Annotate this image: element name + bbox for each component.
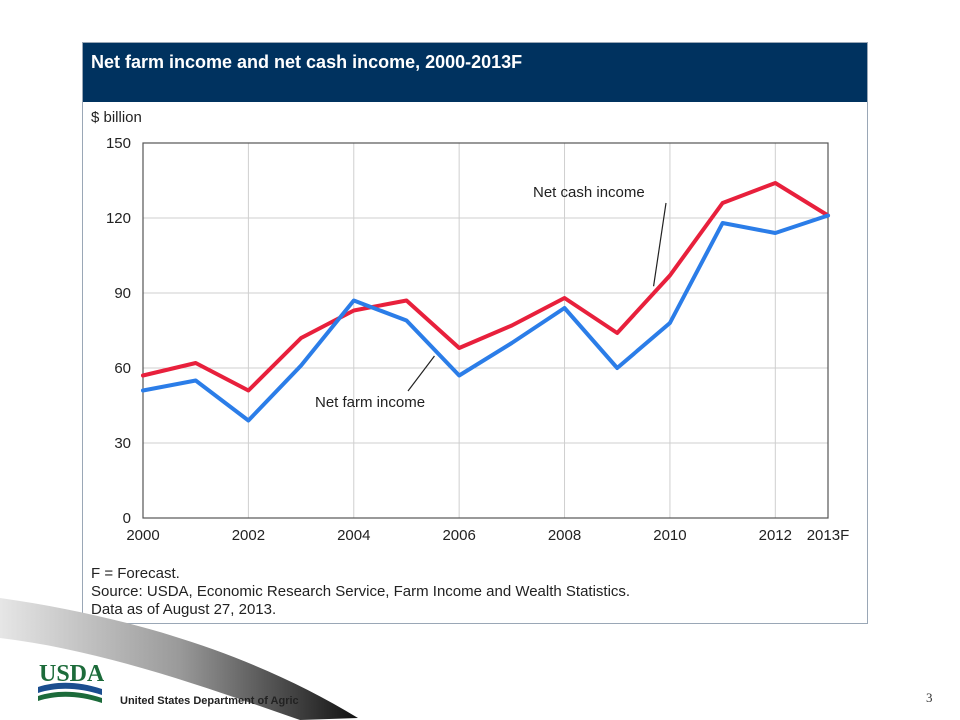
x-tick-label: 2010 xyxy=(653,527,686,544)
forecast-note: F = Forecast. xyxy=(91,565,180,582)
net-farm-income-leader-line xyxy=(407,355,435,392)
data-date-note: Data as of August 27, 2013. xyxy=(91,601,277,618)
x-tick-labels: 2000 2002 2004 2006 2008 2010 2012 2013F xyxy=(126,527,849,544)
y-tick-label: 30 xyxy=(114,435,131,452)
chart-title-bar: Net farm income and net cash income, 200… xyxy=(83,43,867,102)
x-tick-label: 2013F xyxy=(807,527,850,544)
y-tick-label: 90 xyxy=(114,285,131,302)
net-farm-income-label: Net farm income xyxy=(315,394,425,411)
chart-plot: $ billion 0 30 60 90 120 150 2000 2002 2004 2006… xyxy=(91,109,849,544)
decorative-swoosh xyxy=(0,598,358,720)
y-tick-label: 120 xyxy=(106,210,131,227)
usda-logo: USDA xyxy=(38,661,104,703)
x-tick-label: 2006 xyxy=(442,527,475,544)
svg-text:USDA: USDA xyxy=(39,661,104,687)
chart-title: Net farm income and net cash income, 200… xyxy=(91,52,523,72)
plot-area-border xyxy=(142,142,829,519)
net-cash-income-label: Net cash income xyxy=(533,184,645,201)
net-cash-income-leader-line xyxy=(652,202,667,287)
series-lines xyxy=(141,181,830,423)
x-tick-label: 2012 xyxy=(759,527,792,544)
source-note: Source: USDA, Economic Research Service,… xyxy=(91,583,631,600)
x-tick-label: 2008 xyxy=(548,527,581,544)
chart-panel: Net farm income and net cash income, 200… xyxy=(82,42,868,624)
y-tick-label: 0 xyxy=(123,510,131,527)
x-tick-label: 2002 xyxy=(232,527,265,544)
net-farm-income-line xyxy=(141,213,830,423)
y-tick-label: 60 xyxy=(114,360,131,377)
x-tick-label: 2004 xyxy=(337,527,370,544)
page-number: 3 xyxy=(926,690,933,705)
net-cash-income-line xyxy=(141,181,830,393)
department-name: United States Department of Agric xyxy=(120,695,299,707)
x-tick-label: 2000 xyxy=(126,527,159,544)
y-axis-label: $ billion xyxy=(91,109,142,126)
y-tick-label: 150 xyxy=(106,135,131,152)
y-tick-labels: 0 30 60 90 120 150 xyxy=(106,135,131,527)
gridlines xyxy=(143,143,828,518)
